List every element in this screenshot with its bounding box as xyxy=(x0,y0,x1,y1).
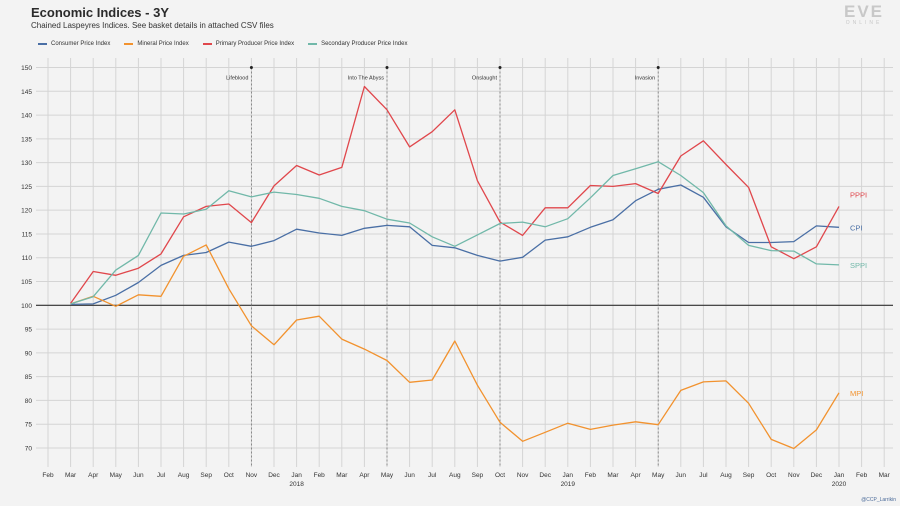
y-tick-label: 105 xyxy=(21,279,32,286)
y-tick-label: 70 xyxy=(25,445,33,452)
end-label-sppi: SPPI xyxy=(850,261,867,270)
legend-item-sppi: Secondary Producer Price Index xyxy=(308,41,407,47)
chart-legend: Consumer Price Index Mineral Price Index… xyxy=(38,38,421,50)
logo-wordmark: EVE xyxy=(843,2,885,21)
y-tick-label: 75 xyxy=(25,422,33,429)
legend-label-cpi: Consumer Price Index xyxy=(51,41,111,47)
x-tick-label: Nov xyxy=(517,472,529,479)
end-label-pppi: PPPI xyxy=(850,190,867,199)
x-tick-label: Jul xyxy=(157,472,166,479)
legend-swatch-sppi xyxy=(308,43,318,45)
x-tick-label: Oct xyxy=(766,472,776,479)
x-tick-label: Mar xyxy=(65,472,77,479)
x-tick-label: Nov xyxy=(788,472,800,479)
x-tick-label: Feb xyxy=(314,472,326,479)
x-tick-label: Jan xyxy=(563,472,574,479)
x-tick-label: Jul xyxy=(699,472,708,479)
legend-item-mpi: Mineral Price Index xyxy=(124,41,189,47)
y-tick-label: 90 xyxy=(25,350,33,357)
x-tick-label: Aug xyxy=(449,472,461,479)
event-label: Into The Abyss xyxy=(348,76,385,82)
event-label: Invasion xyxy=(635,76,656,82)
series-line-sppi xyxy=(70,161,840,305)
eve-online-logo: EVE ONLINE xyxy=(838,3,890,29)
y-tick-label: 115 xyxy=(22,231,33,238)
x-tick-label: Jan xyxy=(834,472,845,479)
logo-subtext: ONLINE xyxy=(845,20,883,26)
x-tick-label: Dec xyxy=(811,472,823,479)
x-tick-label: Jul xyxy=(428,472,437,479)
legend-label-sppi: Secondary Producer Price Index xyxy=(321,41,408,47)
y-tick-label: 80 xyxy=(25,398,33,405)
y-tick-label: 145 xyxy=(21,89,32,96)
x-tick-label: Dec xyxy=(539,472,551,479)
event-label: Lifeblood xyxy=(226,76,248,82)
legend-item-cpi: Consumer Price Index xyxy=(38,41,110,47)
x-tick-label: Feb xyxy=(585,472,597,479)
year-label: 2018 xyxy=(289,481,304,488)
end-label-cpi: CPI xyxy=(850,223,863,232)
x-tick-label: Sep xyxy=(743,472,755,479)
x-tick-label: Feb xyxy=(42,472,54,479)
event-label: Onslaught xyxy=(472,76,498,82)
series-line-pppi xyxy=(70,85,840,304)
series-line-cpi xyxy=(70,184,840,306)
chart-subtitle: Chained Laspeyres Indices. See basket de… xyxy=(31,21,274,30)
chart-title: Economic Indices - 3Y xyxy=(31,5,169,20)
event-marker-dot xyxy=(498,66,502,70)
y-tick-label: 150 xyxy=(21,65,32,72)
y-tick-label: 120 xyxy=(21,208,32,215)
x-tick-label: Jun xyxy=(404,472,415,479)
event-marker-dot xyxy=(385,66,389,70)
x-tick-label: Mar xyxy=(336,472,348,479)
x-tick-label: May xyxy=(110,472,123,479)
x-tick-label: Mar xyxy=(607,472,619,479)
legend-swatch-mpi xyxy=(124,43,134,45)
y-tick-label: 95 xyxy=(25,327,33,334)
legend-swatch-pppi xyxy=(202,43,212,45)
y-tick-label: 85 xyxy=(25,374,33,381)
legend-label-pppi: Primary Producer Price Index xyxy=(215,41,295,47)
x-tick-label: May xyxy=(652,472,665,479)
x-tick-label: Feb xyxy=(856,472,868,479)
legend-swatch-cpi xyxy=(38,43,47,45)
x-tick-label: Oct xyxy=(495,472,505,479)
y-tick-label: 110 xyxy=(22,255,33,262)
x-tick-label: May xyxy=(381,472,394,479)
y-tick-label: 125 xyxy=(21,184,32,191)
x-tick-label: Sep xyxy=(200,472,212,479)
x-tick-label: Apr xyxy=(359,472,370,479)
x-tick-label: Jun xyxy=(133,472,144,479)
x-tick-label: Aug xyxy=(178,472,190,479)
y-tick-label: 130 xyxy=(21,160,32,167)
y-tick-label: 100 xyxy=(21,303,32,310)
x-tick-label: Dec xyxy=(268,472,280,479)
series-line-mpi xyxy=(70,244,840,450)
x-tick-label: Oct xyxy=(224,472,234,479)
author-credit: @CCP_Larrikin xyxy=(861,497,896,503)
event-marker-dot xyxy=(656,66,660,70)
x-tick-label: Jun xyxy=(676,472,687,479)
x-tick-label: Aug xyxy=(720,472,732,479)
year-label: 2020 xyxy=(832,481,847,488)
x-tick-label: Apr xyxy=(631,472,642,479)
y-tick-label: 140 xyxy=(21,113,32,120)
legend-item-pppi: Primary Producer Price Index xyxy=(202,41,295,47)
event-marker-dot xyxy=(249,66,253,70)
x-tick-label: Jan xyxy=(291,472,302,479)
legend-label-mpi: Mineral Price Index xyxy=(137,41,189,47)
x-tick-label: Mar xyxy=(879,472,891,479)
end-label-mpi: MPI xyxy=(850,389,863,398)
year-label: 2019 xyxy=(561,481,576,488)
x-tick-label: Sep xyxy=(472,472,484,479)
x-tick-label: Nov xyxy=(246,472,258,479)
y-tick-label: 135 xyxy=(21,136,32,143)
x-tick-label: Apr xyxy=(88,472,99,479)
